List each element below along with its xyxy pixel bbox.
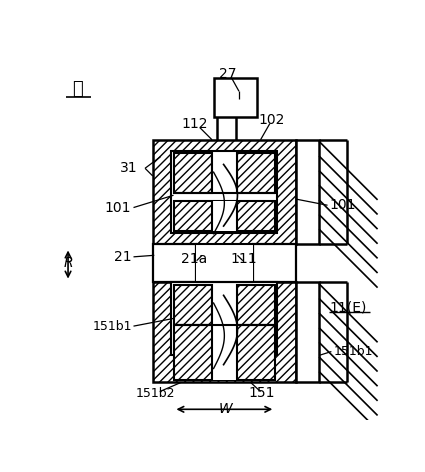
Bar bbox=[212, 153, 237, 193]
Bar bbox=[253, 244, 296, 282]
Text: 151b1: 151b1 bbox=[334, 345, 373, 358]
Text: 21: 21 bbox=[113, 250, 131, 264]
Text: 101: 101 bbox=[105, 201, 131, 215]
Bar bbox=[153, 244, 196, 282]
Text: R: R bbox=[63, 256, 73, 270]
Text: 111: 111 bbox=[230, 252, 257, 266]
Bar bbox=[173, 201, 275, 231]
Bar bbox=[171, 151, 278, 233]
Text: 101: 101 bbox=[330, 198, 356, 212]
Bar bbox=[296, 282, 319, 382]
Bar bbox=[173, 153, 212, 193]
Bar bbox=[173, 325, 275, 380]
Bar bbox=[171, 282, 278, 355]
Bar bbox=[196, 244, 253, 282]
Bar bbox=[296, 140, 319, 244]
Bar bbox=[171, 151, 278, 233]
Bar bbox=[214, 78, 258, 117]
Text: 112: 112 bbox=[182, 117, 208, 131]
Text: W: W bbox=[218, 402, 232, 416]
Bar bbox=[173, 285, 212, 325]
Text: 27: 27 bbox=[219, 67, 236, 81]
Text: 21a: 21a bbox=[181, 252, 207, 266]
Text: 151b1: 151b1 bbox=[93, 320, 132, 333]
Text: 151: 151 bbox=[249, 386, 275, 400]
Bar bbox=[171, 282, 278, 355]
Bar bbox=[153, 282, 296, 382]
Text: 11(E): 11(E) bbox=[330, 301, 367, 315]
Bar bbox=[153, 140, 296, 244]
Text: 102: 102 bbox=[258, 113, 284, 127]
Bar bbox=[237, 153, 275, 193]
Text: 151b2: 151b2 bbox=[136, 387, 176, 400]
Text: 左: 左 bbox=[72, 80, 82, 98]
Text: 31: 31 bbox=[120, 161, 137, 175]
Bar bbox=[237, 285, 275, 325]
Bar bbox=[212, 325, 237, 380]
Bar bbox=[212, 285, 237, 325]
Bar bbox=[212, 201, 237, 231]
